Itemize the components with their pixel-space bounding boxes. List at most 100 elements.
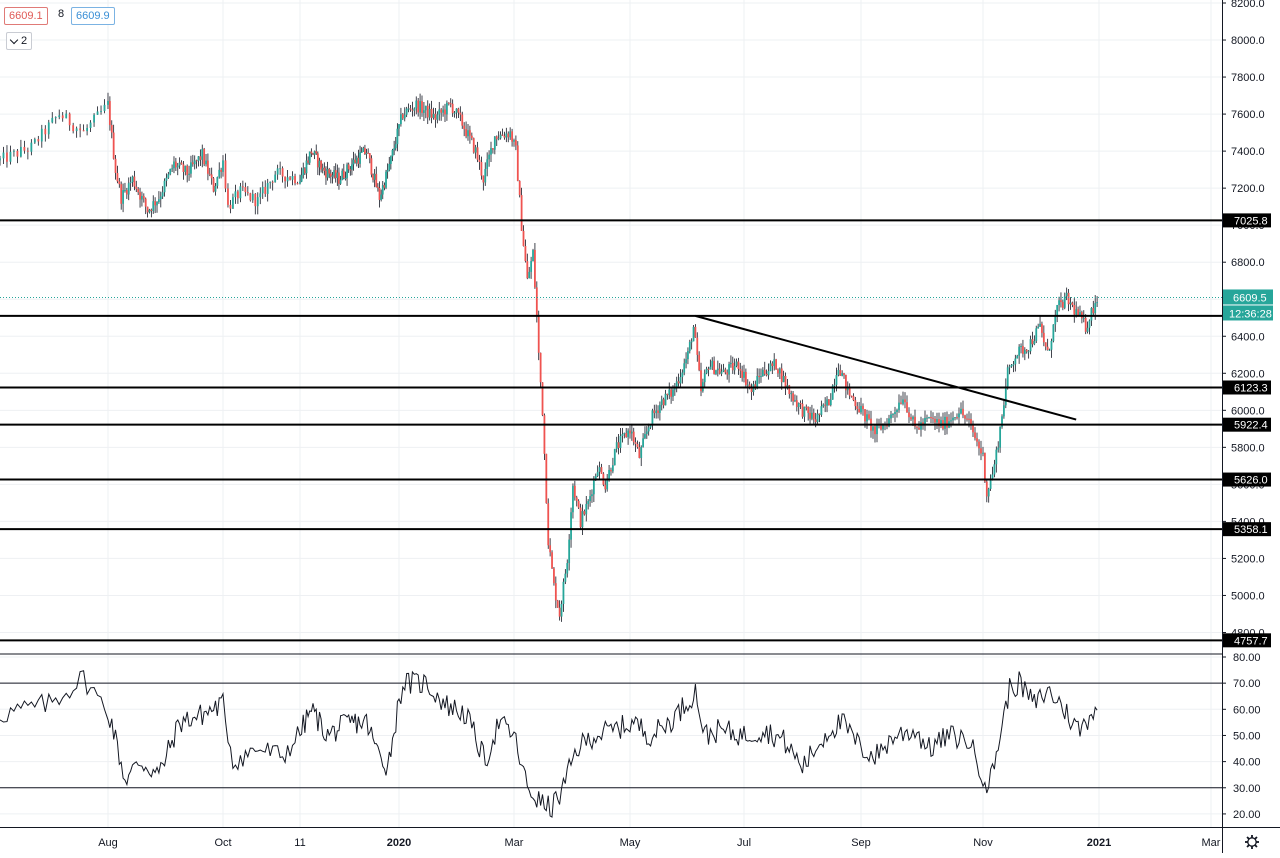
candle-down	[980, 448, 982, 454]
candle-down	[558, 607, 561, 617]
candle-up	[318, 160, 321, 168]
level-price-badge[interactable]	[1223, 380, 1271, 395]
level-price-badge[interactable]	[1223, 417, 1271, 432]
candle-up	[621, 434, 624, 436]
candle-up	[158, 199, 160, 202]
candle-up	[1033, 340, 1036, 345]
level-price-badge[interactable]	[1223, 213, 1271, 228]
candle-down	[554, 583, 557, 601]
level-price-badge[interactable]	[1223, 633, 1271, 648]
candle-down	[956, 417, 958, 419]
candle-up	[866, 414, 868, 422]
candle-up	[703, 373, 706, 383]
time-axis-label: 2020	[387, 837, 411, 849]
candle-down	[638, 447, 641, 458]
candle-up	[129, 182, 132, 184]
candle-up	[100, 110, 102, 112]
candle-up	[359, 152, 361, 164]
candle-up	[1086, 327, 1089, 332]
candle-down	[409, 108, 412, 110]
candle-down	[662, 399, 665, 406]
candle-down	[694, 326, 697, 338]
candle-down	[120, 184, 123, 204]
candle-down	[583, 511, 586, 515]
time-axis-label: Jul	[737, 837, 751, 849]
candle-up	[331, 175, 334, 177]
candle-down	[457, 108, 460, 113]
candle-up	[920, 422, 922, 430]
level-price-badge[interactable]	[1223, 522, 1271, 537]
candle-up	[720, 371, 723, 374]
candle-up	[386, 170, 389, 172]
candle-up	[999, 426, 1002, 448]
current-price-badge[interactable]	[1223, 289, 1273, 305]
candle-up	[936, 419, 938, 423]
candle-down	[515, 139, 517, 146]
candle-up	[51, 117, 54, 123]
candle-up	[651, 410, 654, 425]
candle-down	[526, 261, 529, 279]
candle-down	[850, 395, 853, 397]
gear-icon[interactable]	[1245, 835, 1259, 849]
candle-up	[1058, 300, 1060, 306]
candle-down	[110, 125, 113, 133]
candle-down	[739, 368, 742, 371]
candle-up	[928, 416, 930, 418]
candle-up	[960, 408, 962, 414]
candle-up	[122, 190, 124, 204]
candle-up	[266, 183, 269, 194]
time-axis-label: Nov	[973, 837, 993, 849]
candle-up	[1039, 323, 1041, 327]
candle-up	[1063, 296, 1066, 308]
candle-down	[354, 159, 357, 163]
candle-down	[848, 387, 851, 396]
candle-up	[767, 371, 770, 376]
ask-price-box[interactable]: 6609.9	[71, 7, 115, 25]
candle-up	[131, 176, 134, 183]
candle-up	[490, 148, 492, 155]
candle-up	[1090, 308, 1093, 321]
bid-price-box[interactable]: 6609.1	[4, 7, 48, 25]
level-price-badge[interactable]	[1223, 472, 1271, 487]
candle-up	[396, 128, 399, 145]
candle-up	[276, 168, 279, 175]
candle-up	[944, 416, 946, 429]
collapse-indicators-button[interactable]: 2	[6, 32, 33, 50]
trend-line[interactable]	[695, 314, 1077, 421]
candle-up	[606, 480, 609, 490]
candle-up	[991, 474, 994, 479]
candle-down	[737, 361, 740, 369]
candle-up	[952, 417, 954, 421]
candle-up	[898, 402, 900, 410]
time-axis-label: May	[620, 837, 641, 849]
price-axis-label: 5200.0	[1231, 553, 1265, 565]
candle-up	[1079, 312, 1081, 316]
candle-up	[647, 427, 650, 432]
candle-down	[904, 399, 906, 403]
candle-up	[446, 102, 448, 115]
candle-up	[655, 410, 658, 414]
candle-up	[54, 117, 57, 119]
candle-down	[82, 130, 85, 132]
candle-up	[811, 412, 813, 419]
candle-down	[1042, 332, 1045, 343]
candle-up	[124, 190, 126, 192]
candle-down	[378, 187, 381, 200]
candle-down	[144, 198, 147, 207]
candle-up	[675, 381, 678, 389]
level-price-badge-label: 5358.1	[1234, 524, 1268, 536]
candle-down	[604, 484, 607, 490]
candle-down	[434, 113, 437, 120]
candle-down	[809, 412, 811, 419]
candle-down	[26, 150, 29, 152]
rsi-series-line	[0, 670, 1098, 818]
candle-up	[214, 185, 217, 192]
level-price-badge-label: 5626.0	[1234, 475, 1268, 487]
candle-up	[89, 122, 92, 128]
candle-down	[653, 410, 656, 414]
candle-up	[572, 485, 574, 513]
candle-down	[551, 552, 553, 569]
time-axis-label: 11	[294, 837, 305, 849]
